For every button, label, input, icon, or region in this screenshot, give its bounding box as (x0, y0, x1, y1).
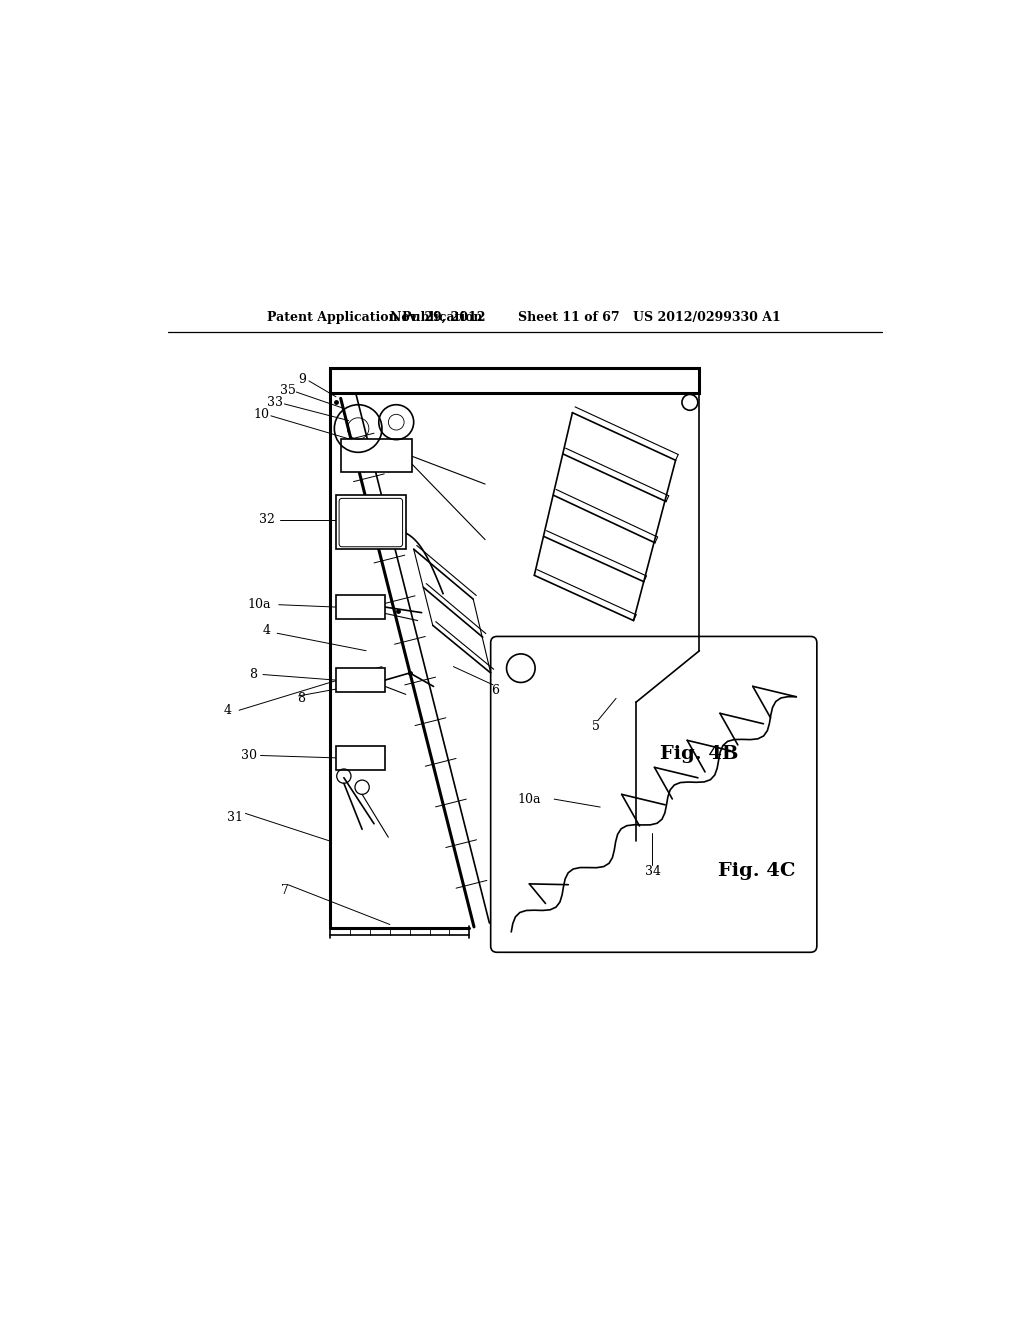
Text: Nov. 29, 2012: Nov. 29, 2012 (390, 312, 485, 323)
Text: 32: 32 (259, 513, 274, 527)
Bar (336, 668, 385, 692)
Text: US 2012/0299330 A1: US 2012/0299330 A1 (634, 312, 781, 323)
Text: 34: 34 (645, 865, 662, 878)
Bar (336, 595, 385, 619)
Text: 8: 8 (297, 692, 305, 705)
Bar (336, 495, 406, 549)
Text: 35: 35 (281, 384, 296, 397)
Text: 31: 31 (227, 810, 243, 824)
Text: Fig. 4B: Fig. 4B (660, 744, 738, 763)
Text: Patent Application Publication: Patent Application Publication (267, 312, 482, 323)
Text: 10a: 10a (517, 792, 541, 805)
Text: 4: 4 (263, 624, 271, 638)
Text: 6: 6 (490, 684, 499, 697)
Bar (336, 746, 385, 770)
Text: Sheet 11 of 67: Sheet 11 of 67 (518, 312, 620, 323)
Bar (331, 368, 699, 393)
Text: 4: 4 (223, 704, 231, 717)
Text: Fig. 4C: Fig. 4C (718, 862, 796, 879)
Text: 10a: 10a (247, 598, 270, 611)
FancyBboxPatch shape (490, 636, 817, 952)
Text: 33: 33 (267, 396, 283, 409)
Text: 10: 10 (253, 408, 269, 421)
Text: 5: 5 (592, 719, 600, 733)
Text: 9: 9 (299, 372, 306, 385)
Text: 7: 7 (282, 884, 289, 896)
FancyBboxPatch shape (339, 499, 402, 546)
Text: 8: 8 (250, 668, 257, 681)
Bar (341, 438, 412, 473)
Text: 30: 30 (241, 748, 257, 762)
